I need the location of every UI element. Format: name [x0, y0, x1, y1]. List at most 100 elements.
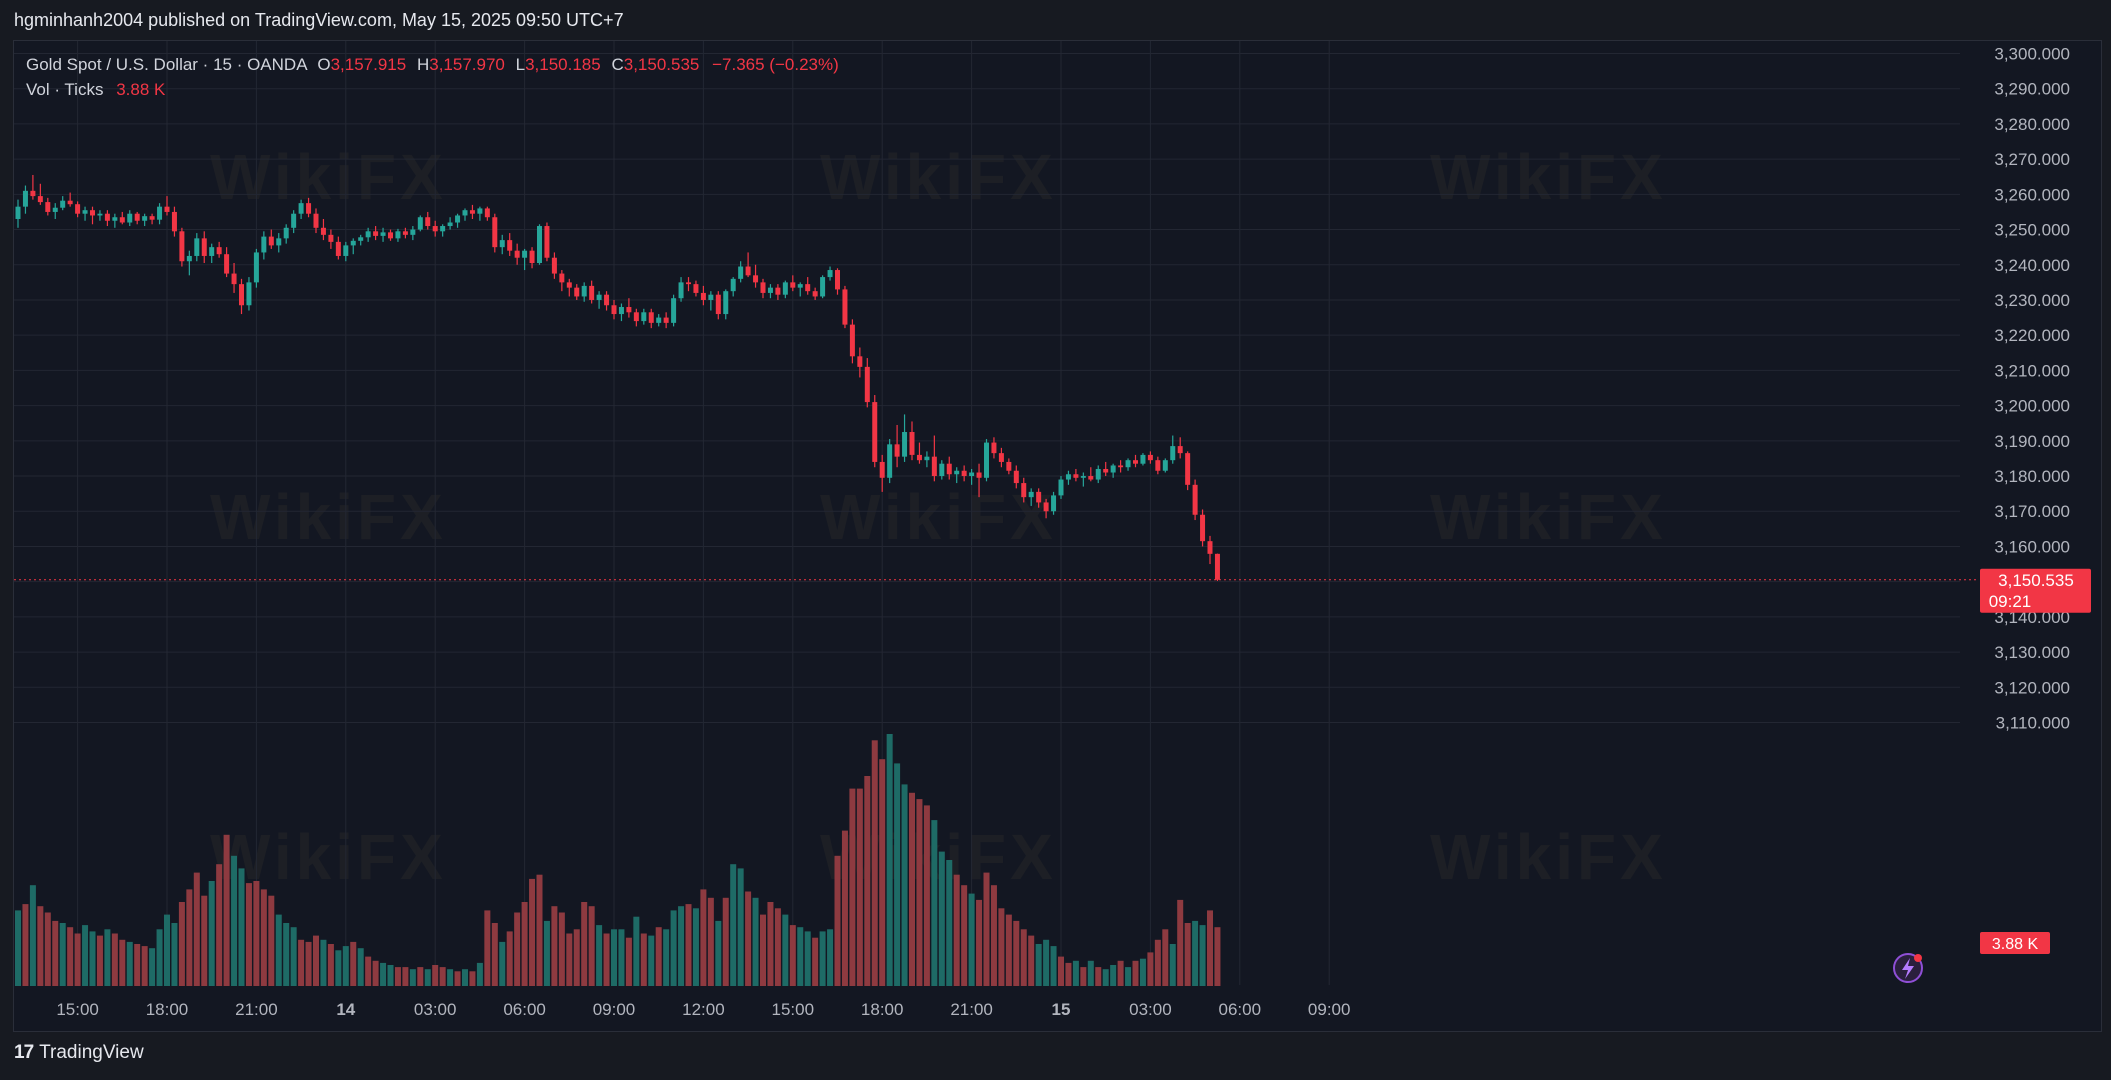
candle-body [1080, 476, 1086, 478]
candle-body [149, 216, 155, 220]
volume-bar [797, 927, 804, 986]
ohlc-legend-row[interactable]: Gold Spot / U.S. Dollar · 15 · OANDA O3,… [26, 52, 839, 77]
volume-bar [499, 941, 506, 986]
candle-body [231, 273, 237, 285]
candle-body [738, 266, 744, 279]
volume-bar [812, 937, 819, 986]
volume-bar [37, 906, 44, 986]
footer: 17 TradingView [14, 1042, 144, 1064]
volume-bar [722, 897, 729, 986]
volume-bar [357, 948, 364, 986]
candle-body [611, 305, 617, 315]
volume-bar [1072, 960, 1079, 986]
x-axis-tick-label: 03:00 [1129, 1000, 1172, 1019]
tradingview-brand[interactable]: TradingView [39, 1042, 144, 1063]
open-value: 3,157.915 [330, 55, 407, 74]
candle-body [90, 210, 95, 216]
candle-body [790, 282, 796, 288]
volume-bar [514, 912, 521, 986]
y-axis-tick-label: 3,210.000 [1994, 361, 2070, 380]
volume-bar [1132, 960, 1139, 986]
candle-body [842, 289, 848, 325]
candle-body [663, 317, 669, 323]
volume-bar [618, 929, 625, 986]
candle-body [499, 240, 505, 248]
volume-tag [1980, 932, 2050, 954]
volume-bar [298, 939, 305, 986]
candle-body [440, 226, 446, 232]
candle-body [827, 270, 833, 278]
change-value: −7.365 (−0.23%) [712, 55, 839, 74]
volume-legend-row[interactable]: Vol · Ticks 3.88 K [26, 77, 839, 102]
volume-bar [342, 946, 349, 986]
candle-body [388, 232, 393, 239]
x-axis-tick-label: 18:00 [146, 1000, 189, 1019]
candle-body [1013, 470, 1019, 484]
y-axis-tick-label: 3,190.000 [1994, 432, 2070, 451]
volume-bar [700, 889, 707, 986]
volume-bar [231, 855, 238, 986]
candle-body [343, 245, 349, 256]
candle-body [522, 250, 528, 258]
symbol-label[interactable]: Gold Spot / U.S. Dollar · 15 · OANDA [26, 55, 307, 74]
volume-bar [715, 920, 722, 986]
volume-bar [238, 868, 245, 986]
volume-bar [804, 931, 811, 986]
candle-body [395, 231, 401, 239]
volume-bar [491, 923, 498, 986]
candle-body [179, 231, 185, 262]
candle-body [365, 231, 371, 238]
volume-bar [692, 908, 699, 986]
volume-bar [983, 872, 990, 986]
y-axis-tick-label: 3,180.000 [1994, 467, 2070, 486]
candle-body [537, 226, 542, 264]
candle-body [984, 442, 989, 478]
candle-body [455, 215, 461, 223]
candle-body [276, 238, 282, 246]
candle-body [991, 442, 997, 454]
volume-bar [476, 962, 483, 986]
volume-bar [193, 872, 200, 986]
volume-bar [67, 927, 74, 986]
volume-bar [469, 971, 476, 986]
x-axis-tick-label: 12:00 [682, 1000, 725, 1019]
candle-body [30, 190, 36, 197]
x-axis-tick-label: 15:00 [56, 1000, 99, 1019]
candle-body [507, 240, 513, 251]
volume-bar [1087, 960, 1094, 986]
tradingview-logo-icon[interactable]: 17 [14, 1042, 34, 1063]
candle-body [1140, 454, 1146, 464]
candle-body [954, 470, 960, 475]
volume-bar [275, 914, 282, 986]
candle-body [1147, 454, 1153, 461]
volume-bar [1169, 944, 1176, 986]
volume-bar [648, 935, 655, 986]
lightning-icon-glyph [1902, 958, 1914, 979]
candle-body [1170, 446, 1176, 461]
candle-body [998, 453, 1004, 462]
candle-body [916, 454, 922, 461]
chart-area[interactable] [13, 40, 2102, 1032]
candle-body [380, 232, 386, 236]
candle-body [1162, 460, 1168, 471]
volume-bar [1192, 920, 1199, 986]
candle-body [410, 229, 416, 235]
volume-bar [864, 776, 871, 986]
candle-body [127, 213, 133, 223]
x-axis-tick-label: 18:00 [861, 1000, 904, 1019]
candle-body [693, 284, 699, 293]
volume-bar [1162, 929, 1169, 986]
candle-body [484, 208, 490, 218]
volume-bar [320, 939, 327, 986]
volume-bar [961, 885, 968, 986]
candle-body [142, 216, 148, 221]
candle-body [239, 284, 244, 306]
volume-bar [909, 792, 915, 986]
volume-label[interactable]: Vol · Ticks [26, 80, 104, 99]
volume-bar [223, 834, 230, 986]
volume-bar [901, 784, 908, 986]
volume-bar [916, 799, 923, 986]
candle-body [529, 250, 535, 264]
candle-body [961, 470, 967, 477]
